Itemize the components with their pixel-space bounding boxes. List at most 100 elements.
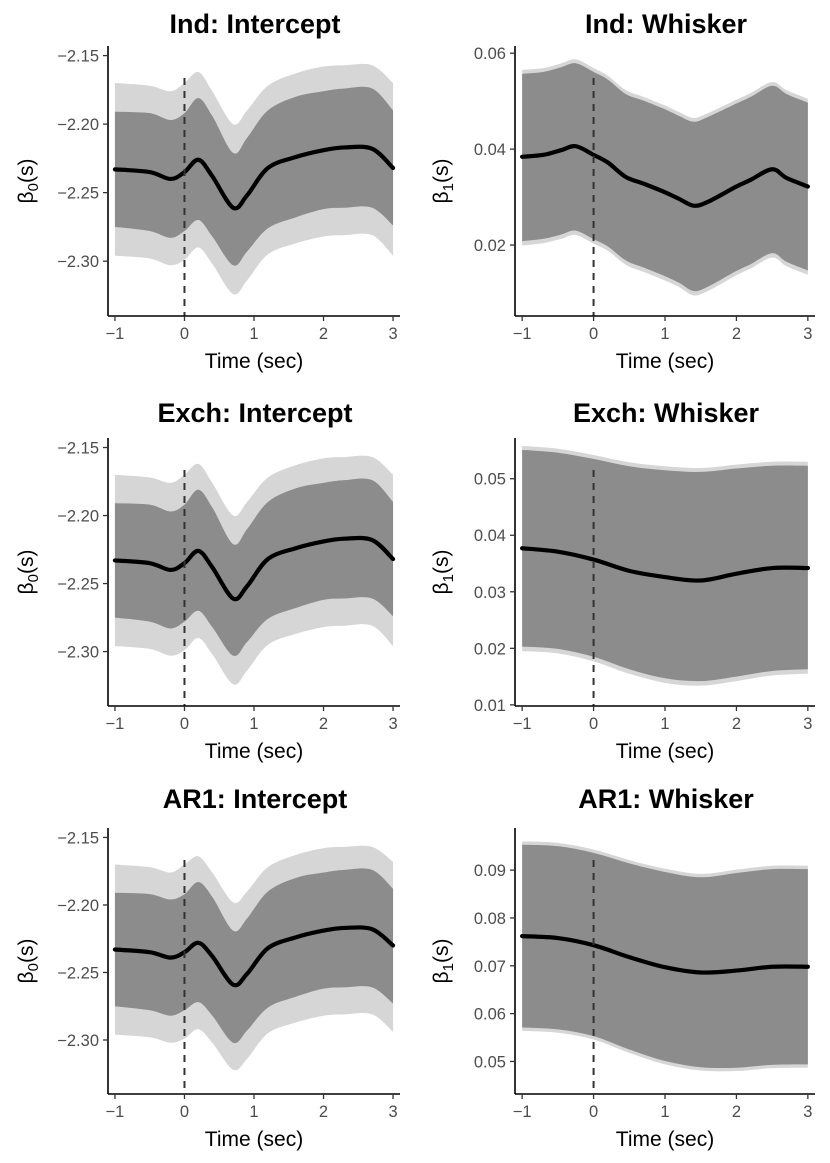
y-axis-title-suffix: (s) bbox=[15, 159, 38, 184]
x-tick-label: 0 bbox=[589, 715, 598, 733]
x-tick-label: 0 bbox=[180, 715, 189, 733]
x-tick-label: 2 bbox=[319, 325, 328, 343]
y-axis-title-symbol: β bbox=[430, 191, 453, 203]
x-tick-label: 3 bbox=[803, 325, 812, 343]
y-axis-title-subscript: 0 bbox=[25, 574, 42, 582]
x-tick-label: 0 bbox=[589, 1103, 598, 1121]
x-tick-label: 0 bbox=[180, 325, 189, 343]
panel-title: Exch: Whisker bbox=[573, 398, 760, 428]
x-tick-label: −1 bbox=[513, 1103, 532, 1121]
y-tick-label: 0.04 bbox=[474, 527, 506, 545]
mean-estimate-line bbox=[520, 546, 810, 583]
x-tick-label: 3 bbox=[388, 1103, 397, 1121]
y-tick-label: −2.15 bbox=[57, 829, 99, 847]
x-tick-label: 2 bbox=[732, 715, 741, 733]
x-tick-label: 1 bbox=[249, 325, 258, 343]
y-tick-label: −2.30 bbox=[57, 644, 99, 662]
y-tick-label: 0.02 bbox=[474, 640, 506, 658]
x-tick-label: 2 bbox=[319, 1103, 328, 1121]
y-tick-label: 0.07 bbox=[474, 958, 506, 976]
x-axis-title: Time (sec) bbox=[205, 740, 303, 763]
x-tick-label: 3 bbox=[388, 325, 397, 343]
y-axis-title-subscript: 1 bbox=[440, 574, 457, 582]
x-axis-title: Time (sec) bbox=[205, 1128, 303, 1151]
x-tick-label: 1 bbox=[249, 1103, 258, 1121]
y-tick-label: −2.30 bbox=[57, 1032, 99, 1050]
panel-ar1-whisker: −1 0 1 2 3 0.05 0.06 0.07 0.08 0.09 AR1: Whisker Ti… bbox=[430, 784, 815, 1151]
x-axis-title: Time (sec) bbox=[616, 350, 714, 373]
y-axis-title-subscript: 1 bbox=[440, 183, 457, 191]
mean-estimate-line bbox=[112, 925, 396, 988]
x-tick-label: −1 bbox=[513, 325, 532, 343]
y-tick-label: −2.25 bbox=[57, 964, 99, 982]
x-tick-label: 3 bbox=[803, 715, 812, 733]
y-tick-label: 0.02 bbox=[474, 237, 506, 255]
panel-title: Exch: Intercept bbox=[157, 398, 352, 428]
x-tick-label: 2 bbox=[732, 1103, 741, 1121]
y-tick-label: −2.20 bbox=[57, 897, 99, 915]
y-tick-label: −2.20 bbox=[57, 116, 99, 134]
x-tick-label: 1 bbox=[660, 715, 669, 733]
y-axis-title: β1(s) bbox=[430, 550, 457, 595]
y-tick-label: −2.25 bbox=[57, 185, 99, 203]
x-tick-label: 0 bbox=[589, 325, 598, 343]
y-tick-label: 0.01 bbox=[474, 697, 506, 715]
y-axis-title-subscript: 1 bbox=[440, 963, 457, 971]
y-tick-label: −2.15 bbox=[57, 440, 99, 458]
panel-ar1-intercept: −1 0 1 2 3 −2.15 −2.20 −2.25 −2.30 AR1: Intercept… bbox=[15, 784, 400, 1151]
y-tick-label: −2.25 bbox=[57, 576, 99, 594]
panel-title: Ind: Whisker bbox=[585, 9, 748, 39]
x-axis-title: Time (sec) bbox=[616, 740, 714, 763]
y-tick-label: 0.05 bbox=[474, 471, 506, 489]
panel-exch-intercept: −1 0 1 2 3 −2.15 −2.20 −2.25 −2.30 Exch: Intercep… bbox=[15, 398, 400, 763]
y-tick-label: 0.05 bbox=[474, 1053, 506, 1071]
y-tick-label: 0.09 bbox=[474, 862, 506, 880]
mean-estimate-line bbox=[112, 535, 396, 602]
panel-ind-whisker: −1 0 1 2 3 0.02 0.04 0.06 Ind: Whisker Time (sec)… bbox=[430, 9, 815, 373]
y-axis-title-subscript: 0 bbox=[25, 183, 42, 191]
x-axis-title: Time (sec) bbox=[616, 1128, 714, 1151]
y-tick-label: 0.06 bbox=[474, 1006, 506, 1024]
y-axis-title-suffix: (s) bbox=[15, 550, 38, 575]
mean-estimate-line bbox=[112, 144, 396, 211]
y-tick-label: 0.08 bbox=[474, 910, 506, 928]
x-tick-label: 2 bbox=[319, 715, 328, 733]
y-axis-title-symbol: β bbox=[15, 191, 38, 203]
x-tick-label: 1 bbox=[249, 715, 258, 733]
y-tick-label: 0.03 bbox=[474, 584, 506, 602]
panel-exch-whisker: −1 0 1 2 3 0.01 0.02 0.03 0.04 0.05 Exch: Whisker T… bbox=[430, 398, 815, 763]
y-axis-title-symbol: β bbox=[430, 582, 453, 594]
x-tick-label: −1 bbox=[513, 715, 532, 733]
x-tick-label: 1 bbox=[660, 1103, 669, 1121]
y-axis-title: β1(s) bbox=[430, 159, 457, 204]
y-axis-title-symbol: β bbox=[15, 582, 38, 594]
x-tick-label: 3 bbox=[388, 715, 397, 733]
y-axis-title-suffix: (s) bbox=[430, 159, 453, 184]
x-tick-label: −1 bbox=[106, 325, 125, 343]
panel-title: Ind: Intercept bbox=[169, 9, 340, 39]
inner-confidence-band bbox=[522, 449, 808, 682]
y-axis-title-suffix: (s) bbox=[430, 939, 453, 964]
y-axis-title: β0(s) bbox=[15, 159, 42, 204]
x-tick-label: 3 bbox=[803, 1103, 812, 1121]
x-tick-label: −1 bbox=[106, 715, 125, 733]
inner-confidence-band bbox=[522, 844, 808, 1069]
y-tick-label: −2.20 bbox=[57, 508, 99, 526]
panel-ind-intercept: −1 0 1 2 3 −2.15 −2.20 −2.25 −2.30 Ind: Intercept… bbox=[15, 9, 400, 373]
panel-title: AR1: Intercept bbox=[163, 784, 348, 814]
x-tick-label: 2 bbox=[732, 325, 741, 343]
y-tick-label: 0.06 bbox=[474, 45, 506, 63]
x-tick-label: −1 bbox=[106, 1103, 125, 1121]
y-axis-title-symbol: β bbox=[15, 971, 38, 983]
y-axis-title: β1(s) bbox=[430, 939, 457, 984]
x-tick-label: 1 bbox=[660, 325, 669, 343]
y-axis-title-suffix: (s) bbox=[15, 939, 38, 964]
mean-estimate-line bbox=[520, 144, 810, 208]
y-axis-title-subscript: 0 bbox=[25, 963, 42, 971]
y-axis-title: β0(s) bbox=[15, 939, 42, 984]
y-axis-title-symbol: β bbox=[430, 971, 453, 983]
y-tick-label: −2.30 bbox=[57, 253, 99, 271]
x-tick-label: 0 bbox=[180, 1103, 189, 1121]
x-axis-title: Time (sec) bbox=[205, 350, 303, 373]
